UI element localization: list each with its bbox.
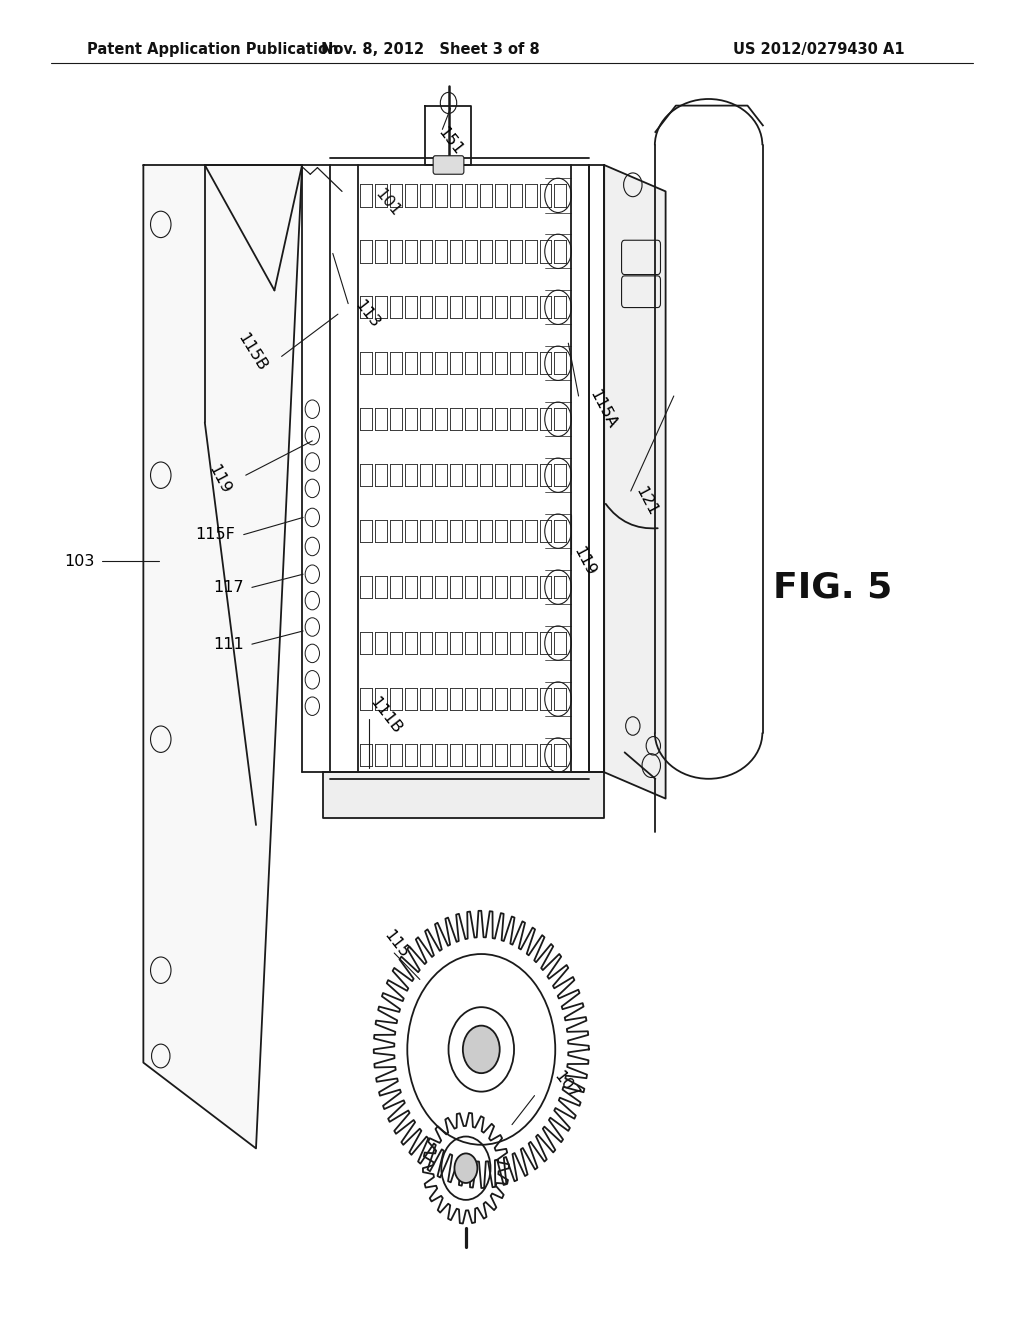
Text: 121: 121 — [633, 484, 660, 519]
Text: 115A: 115A — [587, 387, 620, 432]
Text: 115B: 115B — [234, 331, 269, 374]
Text: 115F: 115F — [196, 527, 236, 543]
Text: 111: 111 — [213, 636, 244, 652]
Polygon shape — [323, 772, 604, 818]
Polygon shape — [143, 165, 302, 1148]
Text: US 2012/0279430 A1: US 2012/0279430 A1 — [733, 42, 905, 57]
Text: Patent Application Publication: Patent Application Publication — [87, 42, 339, 57]
Circle shape — [463, 1026, 500, 1073]
Text: 115: 115 — [381, 927, 412, 961]
Text: 107: 107 — [551, 1068, 582, 1102]
Polygon shape — [604, 165, 666, 799]
Text: 119: 119 — [206, 462, 233, 496]
Text: 151: 151 — [435, 124, 466, 158]
FancyBboxPatch shape — [433, 156, 464, 174]
Text: 113: 113 — [352, 297, 383, 331]
Text: 119: 119 — [570, 544, 598, 578]
Text: FIG. 5: FIG. 5 — [773, 570, 892, 605]
Text: 111B: 111B — [367, 694, 404, 737]
Text: 117: 117 — [213, 579, 244, 595]
Text: 101: 101 — [372, 186, 402, 220]
Text: Nov. 8, 2012   Sheet 3 of 8: Nov. 8, 2012 Sheet 3 of 8 — [321, 42, 540, 57]
Circle shape — [455, 1154, 477, 1183]
Text: 103: 103 — [63, 553, 94, 569]
